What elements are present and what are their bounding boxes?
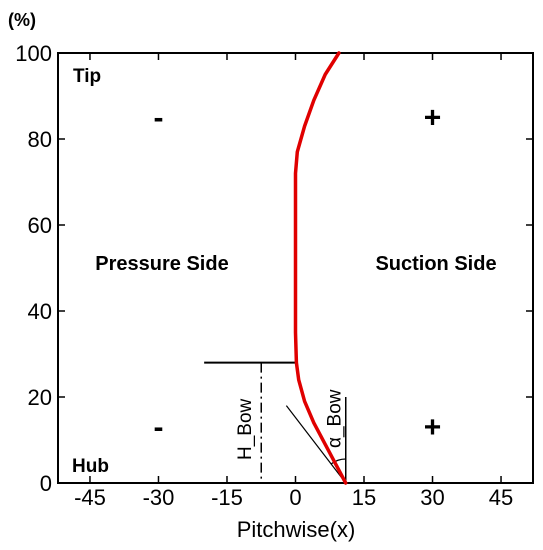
minus-sign-label: - — [153, 102, 163, 135]
tip-label: Tip — [73, 66, 101, 87]
h-bow-label: H_Bow — [235, 398, 256, 460]
hub-label: Hub — [72, 456, 109, 477]
annotation-layer: H_Bow α_Bow — [204, 361, 347, 484]
series-layer — [293, 51, 348, 485]
x-tick-label: 15 — [352, 485, 376, 510]
x-tick-label: -15 — [211, 485, 243, 510]
x-tick-label: 45 — [489, 485, 513, 510]
ticks-layer: -45 -30 -15 0 15 30 45 0 20 40 60 80 100 — [15, 41, 533, 510]
y-axis-unit-label: (%) — [8, 10, 36, 30]
y-tick-label: 40 — [28, 299, 52, 324]
x-tick-label: 0 — [289, 485, 301, 510]
text-layer: - + - + — [153, 102, 441, 445]
y-tick-label: 100 — [15, 41, 52, 66]
y-tick-label: 80 — [28, 127, 52, 152]
x-tick-label: -45 — [74, 485, 106, 510]
minus-sign-label: - — [153, 411, 163, 444]
y-tick-label: 20 — [28, 385, 52, 410]
y-tick-label: 60 — [28, 213, 52, 238]
pressure-side-label: Pressure Side — [95, 253, 228, 275]
plus-sign-label: + — [424, 102, 442, 135]
alpha-bow-label: α_Bow — [325, 389, 346, 448]
plus-sign-label: + — [424, 411, 442, 444]
x-tick-label: -30 — [143, 485, 175, 510]
x-tick-label: 30 — [420, 485, 444, 510]
y-tick-label: 0 — [40, 471, 52, 496]
bow-angle-arc — [330, 458, 346, 465]
bow-tangent-line — [285, 405, 347, 484]
suction-side-label: Suction Side — [375, 253, 496, 275]
bow-curve-series — [293, 51, 348, 485]
x-axis-title: Pitchwise(x) — [237, 517, 356, 542]
